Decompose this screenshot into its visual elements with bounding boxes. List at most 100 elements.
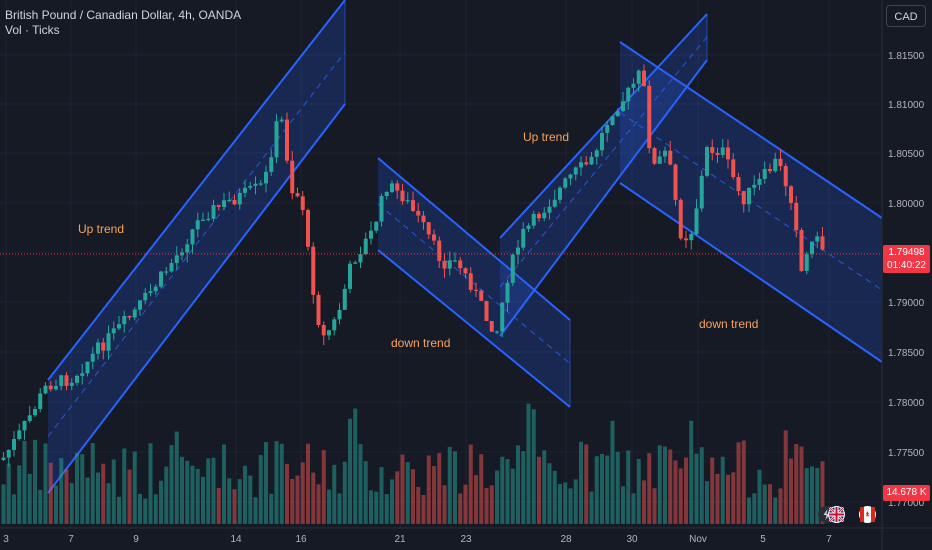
time-axis[interactable]: 3 7 9 14 16 21 23 28 30 Nov 5 7 <box>3 534 832 545</box>
volume-bar <box>369 490 373 524</box>
volume-bar <box>174 431 179 524</box>
candle-body <box>321 325 326 336</box>
volume-bar <box>657 445 662 524</box>
volume-bar <box>516 445 520 524</box>
volume-bar <box>720 456 725 524</box>
volume-bar <box>117 496 121 524</box>
candle-body <box>27 415 32 421</box>
channel-upper-line[interactable] <box>499 13 708 239</box>
annotation-label[interactable]: Up trend <box>523 130 569 144</box>
candle-body <box>306 209 310 247</box>
candle-body <box>521 228 526 248</box>
volume-bar <box>621 486 625 524</box>
channel-lower-line[interactable] <box>619 182 883 363</box>
annotation-label[interactable]: down trend <box>391 336 450 350</box>
channel-lower-line[interactable] <box>377 249 571 408</box>
candle-body <box>804 253 809 271</box>
up-channel-2[interactable] <box>499 13 708 337</box>
up-channel-1[interactable] <box>47 0 346 494</box>
candle-body <box>720 147 725 155</box>
candle-body <box>75 375 79 383</box>
volume-bar <box>510 468 515 524</box>
candle-body <box>227 199 232 202</box>
candle-body <box>337 309 342 320</box>
candle-body <box>815 236 820 242</box>
candle-body <box>668 150 673 165</box>
price-axis[interactable]: 1.81500 1.81000 1.80500 1.80000 1.79000 1.785… <box>888 51 925 509</box>
volume-bar <box>59 458 64 524</box>
candlesticks <box>1 64 825 467</box>
candle-body <box>605 124 610 133</box>
volume-bar <box>185 460 190 524</box>
volume-bar <box>594 456 599 524</box>
canada-flag-icon[interactable] <box>859 506 876 523</box>
candle-body <box>747 187 751 205</box>
volume-bar <box>421 494 426 524</box>
candle-body <box>159 271 163 287</box>
volume-bar <box>54 485 58 524</box>
annotations[interactable]: Up trend down trend Up trend down trend <box>78 130 758 350</box>
currency-button[interactable]: CAD <box>886 5 926 27</box>
candle-body <box>694 208 699 234</box>
candle-body <box>195 220 200 230</box>
volume-bar <box>411 469 415 524</box>
volume-bar <box>694 453 699 524</box>
candle-body <box>169 263 174 272</box>
candle-body <box>642 70 646 86</box>
candle-body <box>232 199 237 205</box>
volume-bar <box>395 471 400 524</box>
channel-upper-line[interactable] <box>47 0 346 381</box>
candle-body <box>484 300 489 321</box>
candle-body <box>552 199 557 207</box>
volume-bar <box>458 493 463 524</box>
uk-flag-icon[interactable] <box>828 506 845 523</box>
price-tick-label: 1.77500 <box>888 448 925 459</box>
time-tick-label: Nov <box>689 534 707 545</box>
volume-bar <box>804 468 809 524</box>
volume-bar <box>38 489 43 524</box>
candle-body <box>185 244 190 253</box>
volume-bar <box>374 491 379 524</box>
candle-body <box>59 375 64 387</box>
volume-bar <box>547 463 552 524</box>
volume-bar <box>810 466 814 524</box>
volume-bar <box>164 466 169 524</box>
price-tick-label: 1.77000 <box>888 498 925 509</box>
candle-body <box>495 331 499 333</box>
current-price-value: 1.79498 <box>888 247 925 258</box>
candle-body <box>206 218 211 220</box>
candle-body <box>285 119 289 161</box>
candle-body <box>631 83 636 88</box>
volume-bar <box>96 472 100 524</box>
volume-bar <box>190 465 195 524</box>
volume-bar <box>710 457 715 524</box>
annotation-label[interactable]: down trend <box>699 317 758 331</box>
channel-lower-line[interactable] <box>47 103 346 494</box>
volume-bar <box>48 462 53 524</box>
volume-indicator-label[interactable]: Vol · Ticks <box>5 23 60 37</box>
candle-body <box>353 262 358 264</box>
volume-bar <box>794 444 799 524</box>
time-tick-label: 23 <box>460 534 472 545</box>
volume-bar <box>64 469 69 524</box>
trend-channels[interactable] <box>47 0 883 494</box>
candle-body <box>710 147 715 153</box>
channel-lower-line[interactable] <box>499 59 708 337</box>
symbol-title[interactable]: British Pound / Canadian Dollar, 4h, OAN… <box>5 8 242 22</box>
candle-body <box>295 193 300 197</box>
volume-bar <box>342 461 347 524</box>
candle-body <box>426 222 431 235</box>
annotation-label[interactable]: Up trend <box>78 222 124 236</box>
candle-body <box>432 234 436 241</box>
channel-upper-line[interactable] <box>619 41 883 219</box>
volume-bar <box>768 484 772 524</box>
candle-body <box>600 132 604 151</box>
volume-bar <box>605 455 610 524</box>
volume-bar <box>1 484 6 524</box>
candle-body <box>799 230 804 271</box>
channel-upper-line[interactable] <box>377 157 571 321</box>
down-channel-1[interactable] <box>377 157 571 408</box>
candle-body <box>447 260 452 269</box>
volume-bar <box>432 466 436 524</box>
